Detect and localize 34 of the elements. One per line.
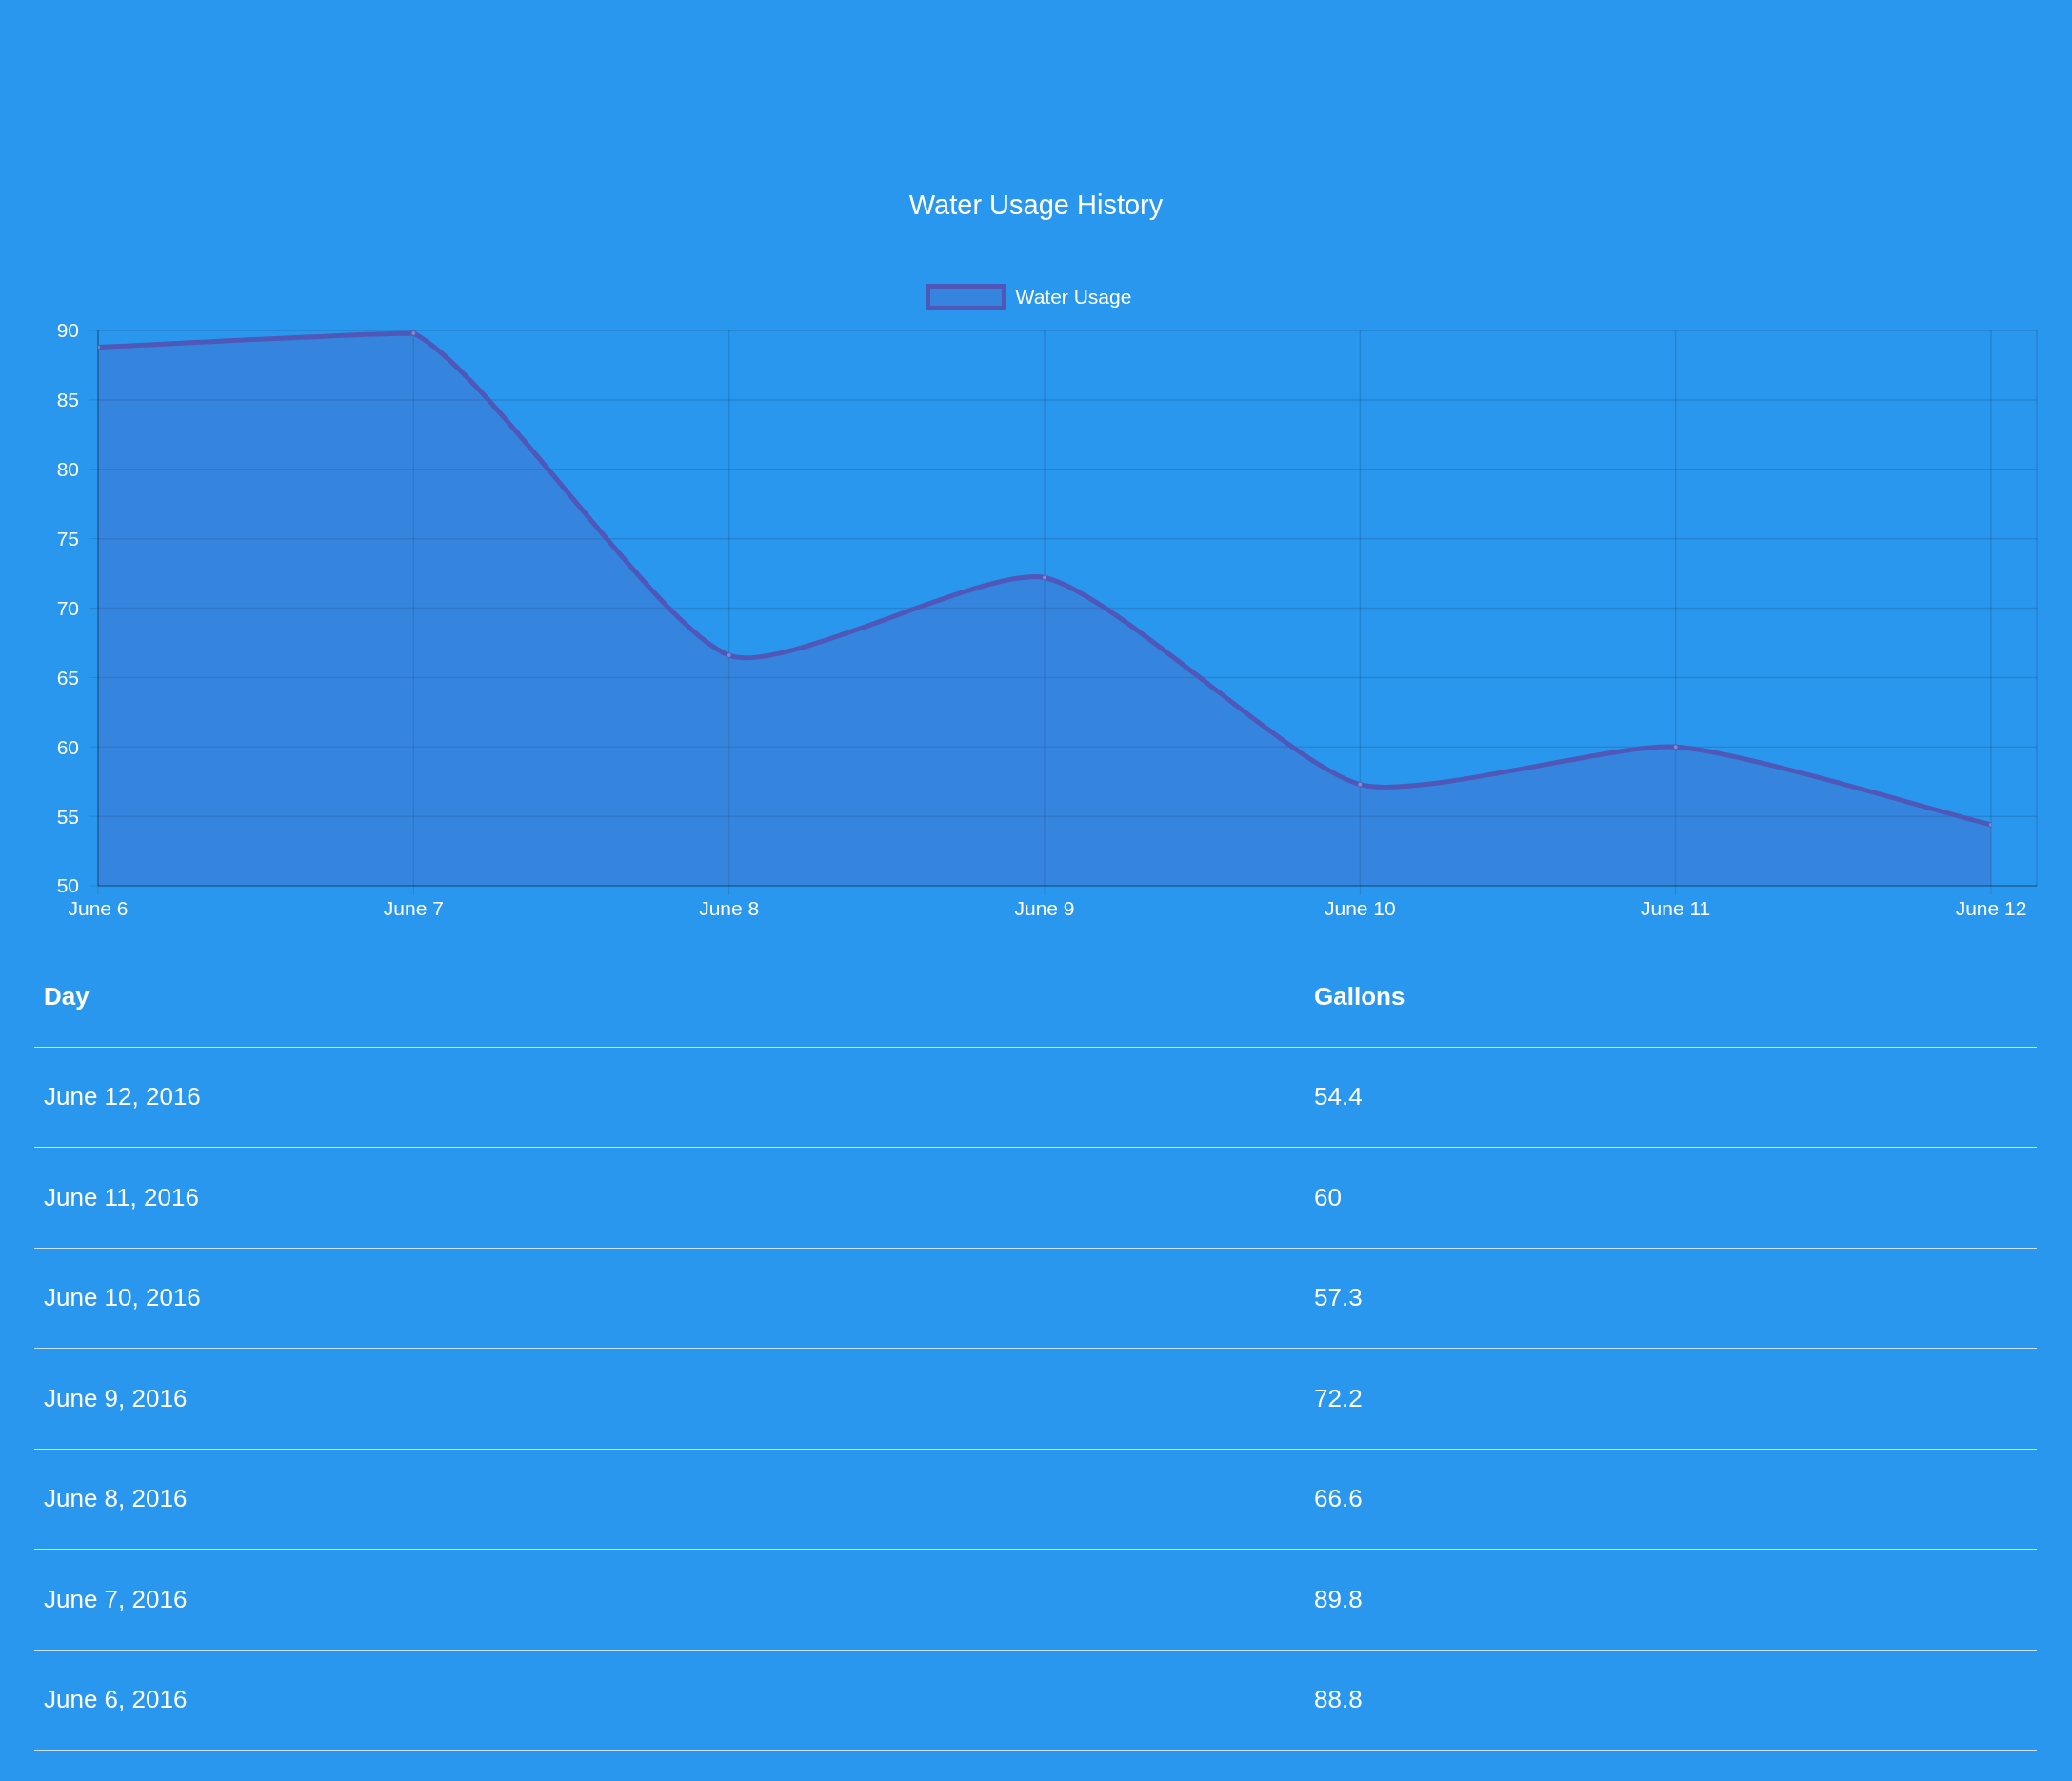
category-label: June 11, 2016: [44, 1182, 199, 1211]
text: Gallons: [1314, 981, 1405, 1011]
data-label: 72.2: [1313, 1383, 1363, 1413]
y-tick-label: 60: [56, 735, 79, 758]
x-tick-label: June 11: [1641, 896, 1711, 919]
chart-title: Water Usage History: [908, 190, 1164, 220]
category-label: June 10, 2016: [44, 1283, 201, 1312]
data-label: 66.6: [1313, 1484, 1363, 1514]
x-tick-label: June 12: [1955, 896, 2027, 919]
x-tick-label: June 9: [1014, 896, 1075, 919]
x-tick-label: June 6: [68, 896, 129, 919]
y-tick-label: 50: [56, 874, 79, 897]
data-label: 60: [1313, 1182, 1342, 1212]
data-label: 89.8: [1313, 1584, 1363, 1614]
y-tick-label: 65: [56, 666, 79, 689]
y-tick-label: 90: [56, 319, 79, 342]
y-tick-label: 80: [56, 458, 79, 481]
data-label: 88.8: [1313, 1685, 1363, 1715]
x-tick-label: June 10: [1324, 896, 1396, 919]
y-tick-label: 75: [56, 528, 79, 550]
x-tick-label: June 8: [699, 896, 760, 919]
legend-label: Water Usage: [1015, 286, 1132, 309]
category-label: June 12, 2016: [44, 1082, 201, 1111]
data-label: 54.4: [1313, 1082, 1363, 1112]
category-label: June 9, 2016: [44, 1383, 188, 1412]
data-label: 57.3: [1313, 1283, 1363, 1313]
category-label: June 6, 2016: [44, 1685, 188, 1714]
category-label: June 7, 2016: [44, 1584, 188, 1613]
x-tick-label: June 7: [383, 896, 444, 919]
y-tick-label: 55: [56, 805, 79, 828]
text: Day: [44, 981, 90, 1011]
y-tick-label: 85: [56, 389, 79, 411]
category-label: June 8, 2016: [44, 1484, 188, 1513]
y-tick-label: 70: [56, 596, 79, 619]
